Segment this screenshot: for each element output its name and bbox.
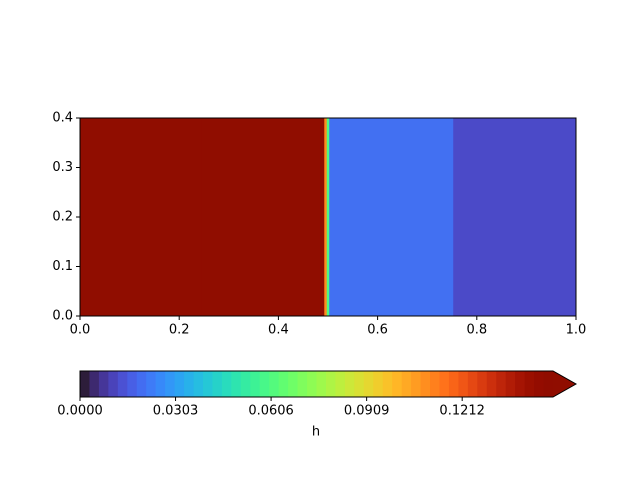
colorbar-level <box>363 371 374 397</box>
colorbar-level <box>212 371 223 397</box>
colorbar-label: h <box>312 425 320 440</box>
colorbar-level <box>354 371 365 397</box>
colorbar-level <box>184 371 195 397</box>
y-tick-label: 0.1 <box>52 259 73 274</box>
colorbar-level <box>117 371 128 397</box>
colorbar-level <box>127 371 138 397</box>
field-cell <box>324 118 328 316</box>
colorbar-level <box>477 371 488 397</box>
colorbar-level <box>486 371 497 397</box>
colorbar <box>79 370 578 398</box>
colorbar-level <box>202 371 213 397</box>
y-tick-label: 0.3 <box>52 160 73 175</box>
colorbar-level <box>448 371 459 397</box>
colorbar-level <box>467 371 478 397</box>
colorbar-tick-label: 0.0303 <box>153 404 199 419</box>
colorbar-tick-label: 0.0000 <box>57 404 103 419</box>
x-tick-label: 0.8 <box>466 323 487 338</box>
colorbar-level <box>165 371 176 397</box>
field-cell <box>201 118 325 316</box>
colorbar-level <box>278 371 289 397</box>
field-cell <box>453 118 577 316</box>
x-tick-label: 0.0 <box>70 323 91 338</box>
colorbar-level <box>307 371 317 397</box>
colorbar-level <box>250 371 261 397</box>
colorbar-level <box>325 371 336 397</box>
colorbar-tick-label: 0.1212 <box>439 404 485 419</box>
colorbar-level <box>420 371 431 397</box>
colorbar-level <box>534 371 545 397</box>
colorbar-level <box>439 371 450 397</box>
y-tick-label: 0.0 <box>52 309 73 324</box>
colorbar-level <box>259 371 270 397</box>
colorbar-level <box>193 371 204 397</box>
colorbar-level <box>316 371 327 397</box>
colorbar-level <box>430 371 440 397</box>
colorbar-tick-label: 0.0909 <box>344 404 390 419</box>
colorbar-outline <box>79 370 578 398</box>
colorbar-level <box>89 371 100 397</box>
colorbar-tick-label: 0.0606 <box>248 404 294 419</box>
colorbar-level <box>146 371 157 397</box>
field-cell <box>326 118 330 316</box>
field-cell <box>80 118 203 316</box>
colorbar-level <box>411 371 422 397</box>
colorbar-level <box>136 371 147 397</box>
x-tick-label: 0.4 <box>268 323 289 338</box>
colorbar-level <box>401 371 412 397</box>
x-tick-label: 0.2 <box>169 323 190 338</box>
colorbar-level <box>335 371 346 397</box>
colorbar-level <box>515 371 526 397</box>
colorbar-level <box>344 371 355 397</box>
colorbar-extend <box>553 371 576 397</box>
colorbar-level <box>240 371 251 397</box>
colorbar-level <box>174 371 185 397</box>
x-tick-label: 0.6 <box>367 323 388 338</box>
colorbar-level <box>496 371 507 397</box>
y-tick-label: 0.4 <box>52 111 73 126</box>
colorbar-level <box>288 371 299 397</box>
colorbar-level <box>297 371 308 397</box>
y-tick-label: 0.2 <box>52 210 73 225</box>
colorbar-level <box>524 371 535 397</box>
field-cell <box>329 118 454 316</box>
colorbar-level <box>108 371 119 397</box>
colorbar-level <box>221 371 232 397</box>
colorbar-level <box>231 371 242 397</box>
colorbar-level <box>98 371 109 397</box>
colorbar-level <box>155 371 166 397</box>
x-tick-label: 1.0 <box>566 323 587 338</box>
colorbar-level <box>543 371 554 397</box>
field <box>80 118 577 316</box>
colorbar-level <box>269 371 280 397</box>
colorbar-level <box>373 371 384 397</box>
colorbar-level <box>80 371 90 397</box>
colorbar-level <box>392 371 403 397</box>
colorbar-level <box>382 371 393 397</box>
colorbar-level <box>458 371 469 397</box>
colorbar-level <box>505 371 516 397</box>
